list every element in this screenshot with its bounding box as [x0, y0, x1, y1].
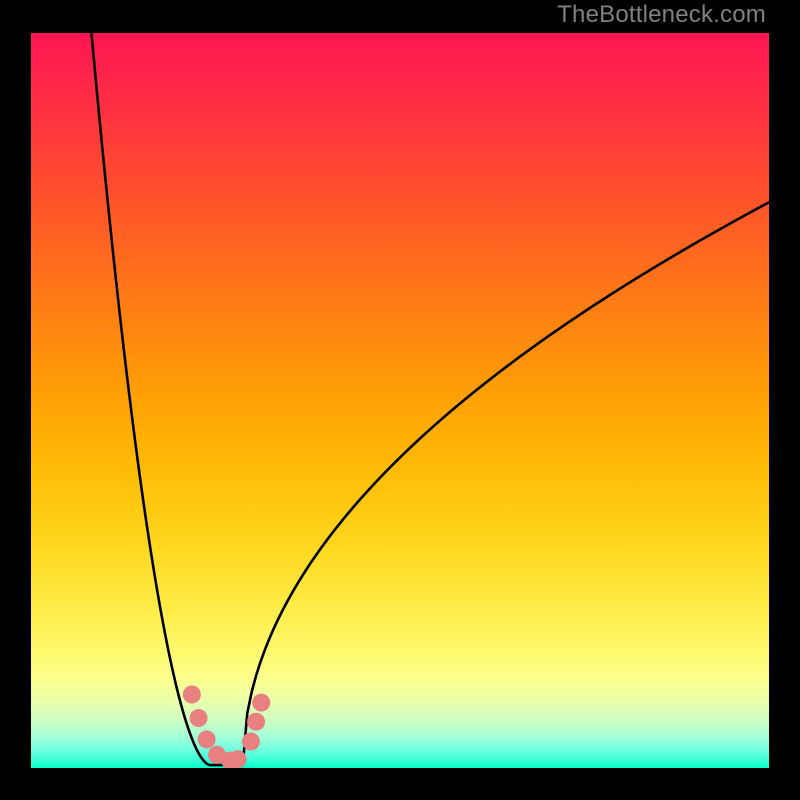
data-marker [198, 730, 216, 748]
frame-left [0, 0, 31, 800]
gradient-background [31, 33, 769, 768]
data-marker [183, 686, 201, 704]
data-marker [190, 709, 208, 727]
data-marker [242, 733, 260, 751]
frame-right [769, 0, 800, 800]
watermark-text: TheBottleneck.com [557, 1, 766, 29]
frame-bottom [0, 768, 800, 800]
chart-background [31, 33, 769, 768]
data-marker [229, 750, 247, 768]
bottleneck-chart [31, 33, 769, 768]
data-marker [247, 713, 265, 731]
data-marker [252, 694, 270, 712]
